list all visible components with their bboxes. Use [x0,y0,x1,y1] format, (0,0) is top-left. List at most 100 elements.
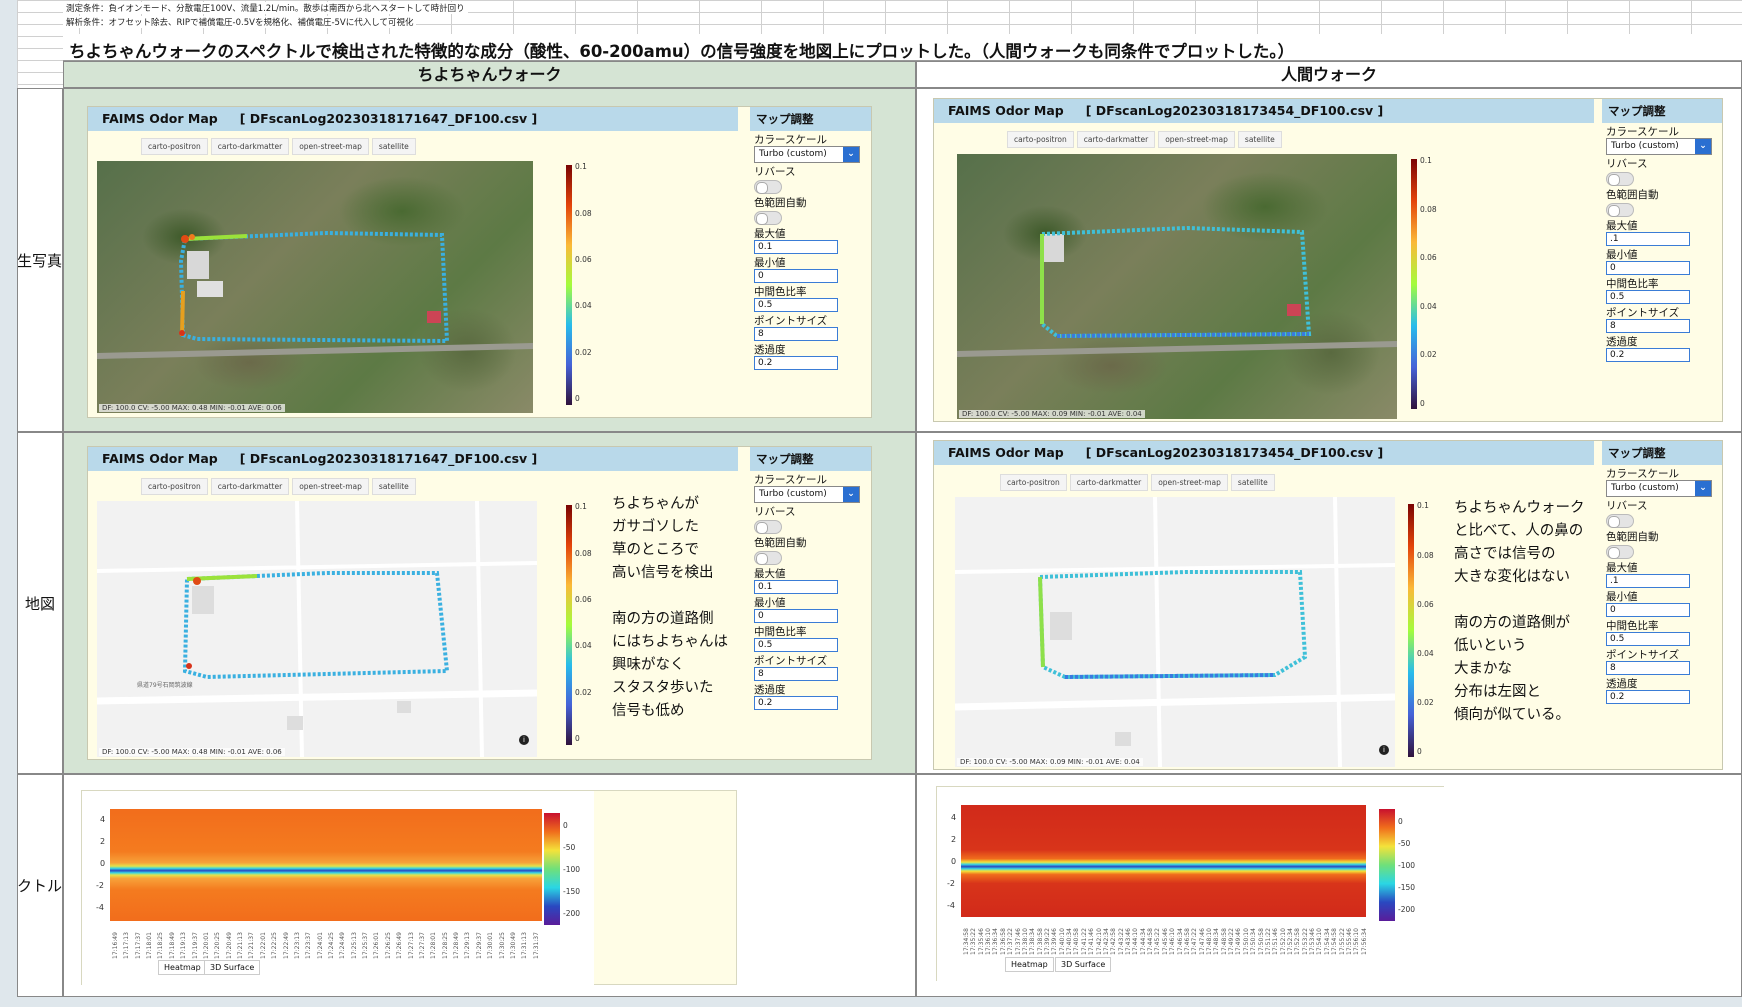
max-label: 最大値 [1606,562,1638,574]
max-input[interactable]: .1 [1606,232,1690,246]
x-tick-label: 17:38:10 [1021,928,1029,955]
tab-carto-positron[interactable]: carto-positron [141,138,208,155]
max-input[interactable]: 0.1 [754,240,838,254]
x-tick-label: 17:44:10 [1132,928,1140,955]
tab-satellite[interactable]: satellite [371,478,416,495]
point-size-input[interactable]: 8 [754,667,838,681]
satellite-map[interactable]: DF: 100.0 CV: -5.00 MAX: 0.48 MIN: -0.01… [97,161,533,413]
tab-satellite[interactable]: satellite [1237,131,1282,148]
opacity-input[interactable]: 0.2 [1606,690,1690,704]
map-style-tabs: carto-positron carto-darkmatter open-str… [1000,474,1275,491]
colorscale-select[interactable]: Turbo (custom) ⌄ [1606,138,1712,155]
tab-carto-positron[interactable]: carto-positron [1000,474,1067,491]
opacity-input[interactable]: 0.2 [1606,348,1690,362]
reverse-toggle[interactable] [754,520,782,534]
surface-3d-button[interactable]: 3D Surface [204,960,261,975]
y-tick: -2 [947,879,955,888]
tab-carto-positron[interactable]: carto-positron [141,478,208,495]
colorscale-select[interactable]: Turbo (custom) ⌄ [1606,480,1712,497]
mid-input[interactable]: 0.5 [1606,290,1690,304]
spreadsheet[interactable]: 測定条件：負イオンモード、分散電圧100V、流量1.2L/min。散歩は南西から… [17,0,1742,997]
opacity-input[interactable]: 0.2 [754,356,838,370]
tab-open-street-map[interactable]: open-street-map [1151,474,1228,491]
colorbar-tick: 0.08 [1420,205,1437,214]
colorbar-tick: 0.02 [575,348,592,357]
tab-open-street-map[interactable]: open-street-map [1158,131,1235,148]
panel-header: FAIMS Odor Map [ DFscanLog20230318171647_… [88,107,738,131]
walk-route [955,497,1395,767]
autorange-toggle[interactable] [1606,203,1634,217]
x-tick-label: 17:16:49 [112,932,119,959]
autorange-toggle[interactable] [754,551,782,565]
colorscale-label: カラースケール [754,134,827,146]
walk-route [957,225,1397,357]
max-input[interactable]: .1 [1606,574,1690,588]
reverse-toggle[interactable] [1606,172,1634,186]
x-tick-label: 17:21:13 [237,932,245,959]
tab-satellite[interactable]: satellite [1230,474,1275,491]
min-input[interactable]: 0 [754,269,838,283]
tab-carto-darkmatter[interactable]: carto-darkmatter [1069,474,1149,491]
tab-carto-darkmatter[interactable]: carto-darkmatter [210,478,290,495]
colorbar-tick: 0.04 [1417,649,1434,658]
point-size-input[interactable]: 8 [1606,319,1690,333]
mid-input[interactable]: 0.5 [754,298,838,312]
tab-carto-positron[interactable]: carto-positron [1007,131,1074,148]
spectrum-heatmap[interactable] [961,805,1366,917]
heatmap-button[interactable]: Heatmap [158,960,207,975]
colorbar-tick: 0.08 [1417,551,1434,560]
file-name: [ DFscanLog20230318171647_DF100.csv ] [239,451,538,466]
colorbar-tick: 0 [575,734,580,743]
max-input[interactable]: 0.1 [754,580,838,594]
street-map[interactable]: i DF: 100.0 CV: -5.00 MAX: 0.09 MIN: -0.… [955,497,1395,767]
map-controls: マップ調整 カラースケール Turbo (custom) ⌄ リバース 色範囲自動… [1602,441,1722,769]
app-title: FAIMS Odor Map [948,103,1064,118]
tab-open-street-map[interactable]: open-street-map [292,138,369,155]
info-icon[interactable]: i [1379,745,1389,755]
street-map[interactable]: 県道79号石岡筑波線 i DF: 100.0 CV: -5.00 MAX: 0.… [97,501,537,757]
reverse-toggle[interactable] [1606,514,1634,528]
walk-route [97,230,533,359]
spectrum-heatmap[interactable] [110,809,542,921]
x-tick-label: 17:54:58 [1331,928,1339,955]
panel-header: FAIMS Odor Map [ DFscanLog20230318173454_… [934,441,1594,465]
min-input[interactable]: 0 [1606,603,1690,617]
colorscale-select[interactable]: Turbo (custom) ⌄ [754,486,860,503]
tab-carto-darkmatter[interactable]: carto-darkmatter [1076,131,1156,148]
mid-input[interactable]: 0.5 [1606,632,1690,646]
map-controls: マップ調整 カラースケール Turbo (custom) ⌄ リバース 色範囲自動… [750,447,871,759]
x-tick-label: 17:29:13 [464,932,472,959]
x-tick-label: 17:55:22 [1338,928,1346,955]
y-tick: 0 [951,857,957,866]
min-input[interactable]: 0 [754,609,838,623]
x-tick-label: 17:19:13 [180,932,188,959]
point-size-input[interactable]: 8 [1606,661,1690,675]
x-tick-label: 17:39:22 [1044,928,1051,955]
satellite-map[interactable]: DF: 100.0 CV: -5.00 MAX: 0.09 MIN: -0.01… [957,154,1397,419]
reverse-toggle[interactable] [754,180,782,194]
x-tick-label: 17:20:25 [214,932,222,959]
x-tick-label: 17:53:22 [1301,928,1309,955]
colorscale-select[interactable]: Turbo (custom) ⌄ [754,146,860,163]
autorange-toggle[interactable] [1606,545,1634,559]
autorange-toggle[interactable] [754,211,782,225]
x-tick-label: 17:26:25 [384,932,392,959]
mid-input[interactable]: 0.5 [754,638,838,652]
tab-satellite[interactable]: satellite [371,138,416,155]
y-tick: 2 [951,835,957,844]
tab-open-street-map[interactable]: open-street-map [292,478,369,495]
min-input[interactable]: 0 [1606,261,1690,275]
x-tick-label: 17:25:13 [350,932,358,959]
analysis-note: 解析条件：オフセット除去、RIPで補償電圧-0.5Vを規格化、補償電圧-5Vに代… [63,16,417,28]
map-stats: DF: 100.0 CV: -5.00 MAX: 0.09 MIN: -0.01… [957,758,1143,766]
opacity-label: 透過度 [1606,336,1638,348]
point-size-input[interactable]: 8 [754,327,838,341]
tab-carto-darkmatter[interactable]: carto-darkmatter [210,138,290,155]
info-icon[interactable]: i [519,735,529,745]
x-tick-label: 17:18:01 [146,932,154,959]
colorscale-value: Turbo (custom) [759,489,827,499]
chevron-down-icon: ⌄ [1695,481,1711,496]
opacity-input[interactable]: 0.2 [754,696,838,710]
surface-3d-button[interactable]: 3D Surface [1055,957,1112,972]
heatmap-button[interactable]: Heatmap [1005,957,1054,972]
